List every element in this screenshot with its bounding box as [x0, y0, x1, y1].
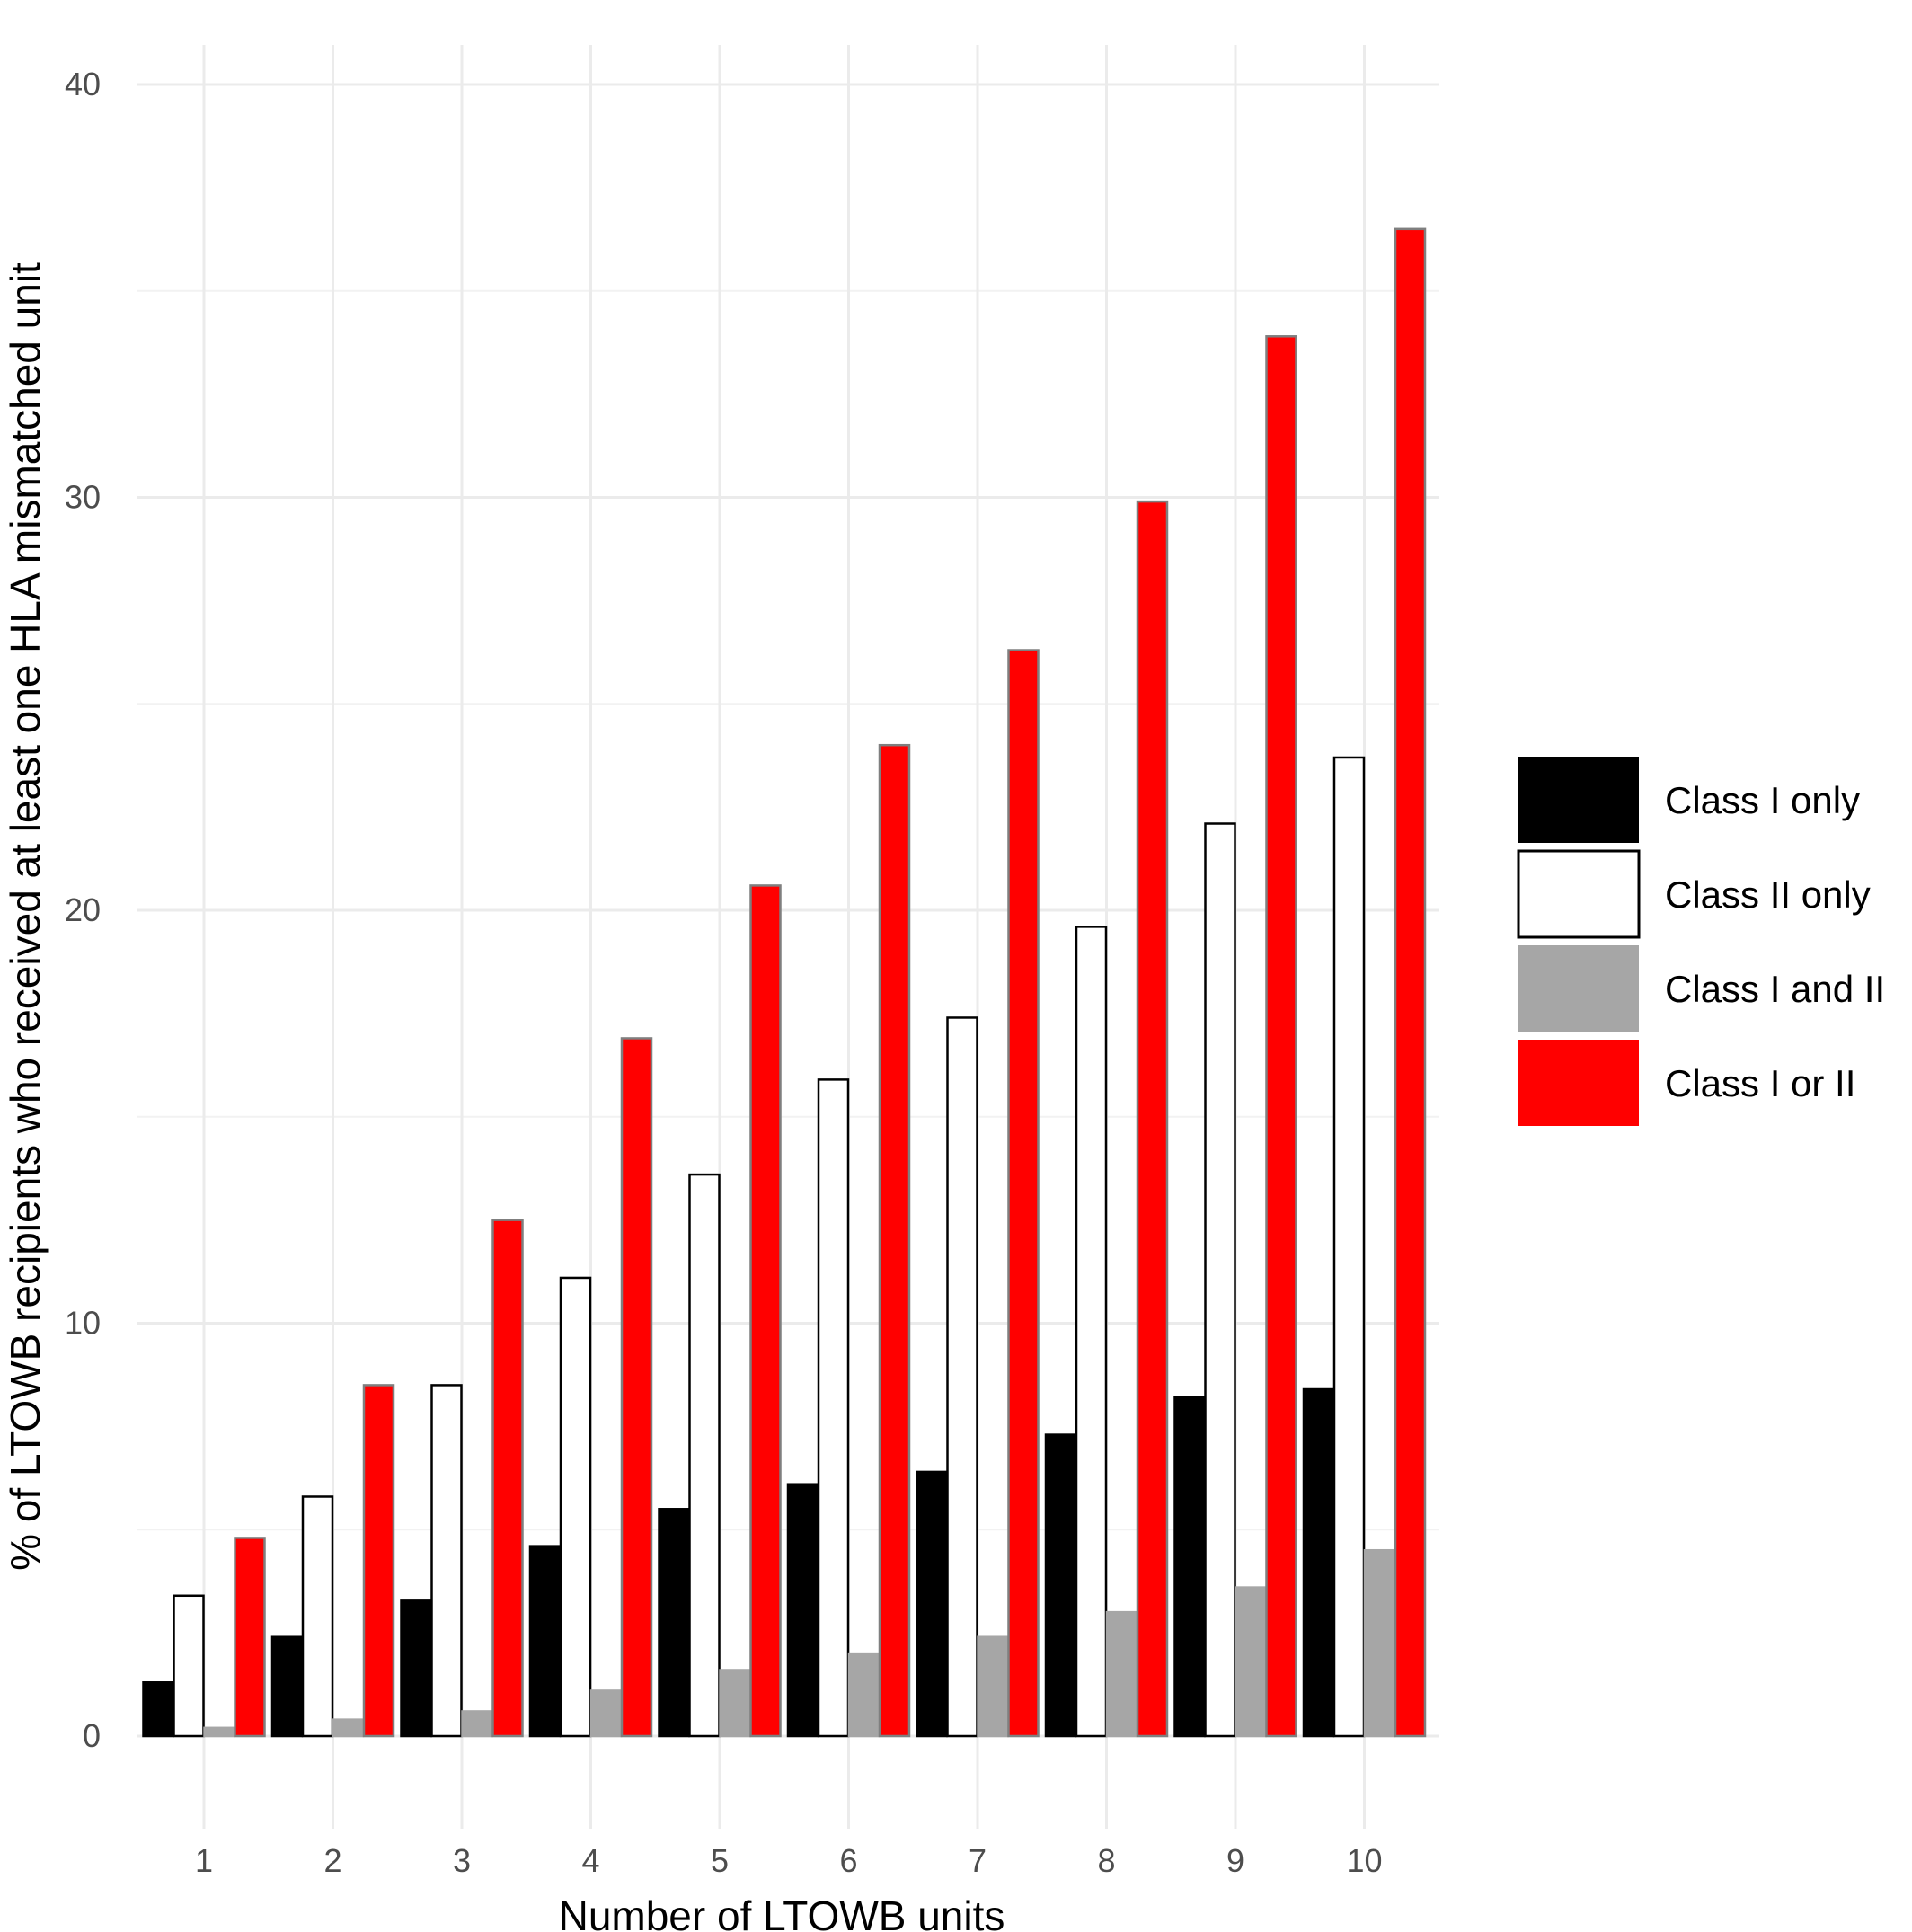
bar: [234, 1537, 266, 1738]
x-tick-label: 2: [323, 1842, 341, 1879]
x-axis-title: Number of LTOWB units: [559, 1892, 1005, 1932]
bar: [1044, 1433, 1077, 1738]
bar: [1302, 1387, 1335, 1738]
bar: [1173, 1396, 1206, 1738]
bar: [332, 1718, 365, 1738]
legend: Class I only Class II only Class I and II C…: [1517, 757, 1885, 1126]
bar: [301, 1495, 334, 1738]
bar: [1007, 649, 1040, 1738]
bar: [430, 1384, 463, 1738]
x-tick-label: 4: [581, 1842, 599, 1879]
bar: [461, 1710, 493, 1738]
x-tick-label: 5: [711, 1842, 729, 1879]
x-tick-label: 7: [969, 1842, 987, 1879]
bar: [878, 743, 911, 1738]
bar: [142, 1681, 174, 1738]
bar: [719, 1669, 751, 1738]
bar: [589, 1689, 623, 1738]
bar: [1105, 1610, 1138, 1738]
bar: [916, 1470, 948, 1738]
y-tick-label: 40: [65, 66, 101, 102]
x-tick-label: 10: [1346, 1842, 1382, 1879]
bar: [559, 1276, 592, 1738]
bar: [1204, 822, 1236, 1738]
legend-label: Class I only: [1665, 779, 1860, 821]
bar: [1265, 335, 1297, 1738]
x-tick-label: 1: [195, 1842, 213, 1879]
bar: [1235, 1586, 1267, 1738]
legend-key: [1518, 757, 1639, 843]
bar: [1136, 500, 1169, 1738]
bar: [847, 1652, 881, 1738]
legend-label: Class II only: [1665, 873, 1871, 916]
y-tick-label: 20: [65, 891, 101, 928]
bar: [1394, 227, 1427, 1738]
bar: [362, 1384, 395, 1738]
bar: [688, 1173, 721, 1738]
bar: [977, 1635, 1009, 1738]
bar: [528, 1545, 562, 1738]
bar: [749, 884, 782, 1738]
legend-key: [1517, 849, 1641, 939]
x-tick-label: 9: [1226, 1842, 1244, 1879]
bar: [203, 1726, 235, 1738]
x-axis-ticks: 1 2 3 4 5 6 7 8 9 10: [195, 1842, 1383, 1879]
bar: [173, 1594, 205, 1738]
x-tick-label: 6: [839, 1842, 857, 1879]
legend-label: Class I and II: [1665, 968, 1885, 1010]
bars: [142, 227, 1427, 1738]
legend-label: Class I or II: [1665, 1062, 1855, 1104]
x-tick-label: 3: [453, 1842, 471, 1879]
x-tick-label: 8: [1097, 1842, 1115, 1879]
bar: [270, 1635, 304, 1738]
bar: [817, 1078, 850, 1738]
bar: [1363, 1548, 1396, 1738]
y-tick-label: 10: [65, 1305, 101, 1342]
y-axis-title: % of LTOWB recipients who received at le…: [2, 262, 49, 1571]
y-tick-label: 30: [65, 479, 101, 516]
bar: [491, 1219, 524, 1738]
y-axis-ticks: 0 10 20 30 40: [65, 66, 101, 1754]
legend-key: [1518, 1040, 1639, 1126]
bar: [786, 1483, 819, 1738]
bar: [658, 1508, 690, 1738]
bar: [946, 1016, 978, 1738]
bar: [1332, 756, 1366, 1738]
y-tick-label: 0: [83, 1717, 101, 1754]
bar: [620, 1037, 653, 1738]
bar: [1075, 926, 1108, 1738]
bar: [400, 1599, 432, 1738]
legend-key: [1518, 945, 1639, 1032]
